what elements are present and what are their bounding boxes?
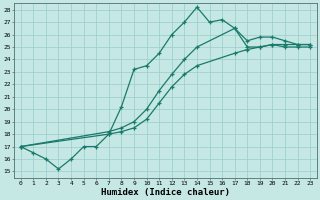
X-axis label: Humidex (Indice chaleur): Humidex (Indice chaleur)	[101, 188, 230, 197]
